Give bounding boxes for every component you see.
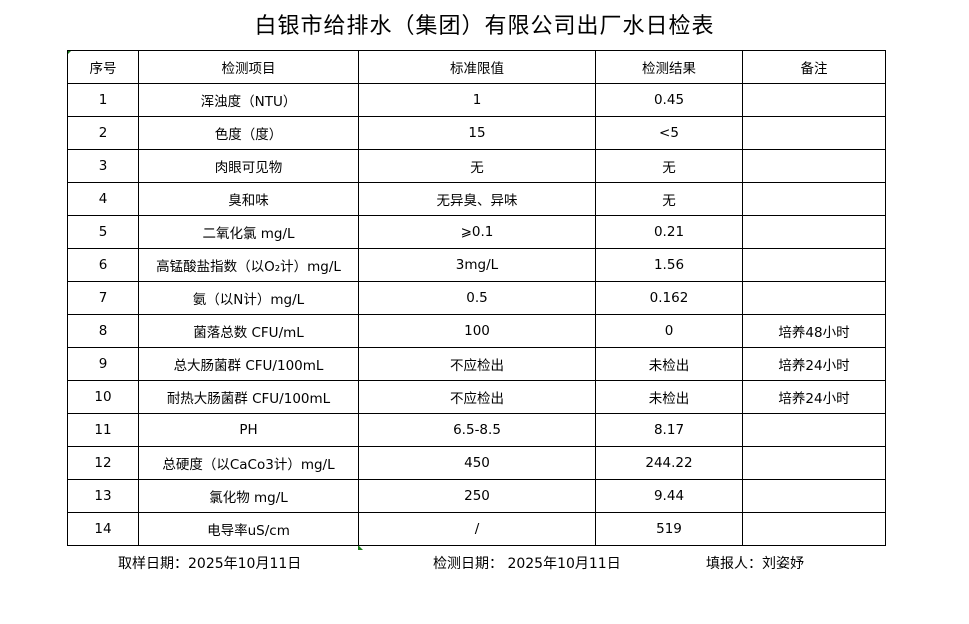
inspection-table: 序号 检测项目 标准限值 检测结果 备注 1 浑浊度（NTU） 1 0.45 2 色度（度… bbox=[67, 50, 886, 546]
table-cell[interactable]: 6 bbox=[67, 248, 139, 282]
header-cell[interactable]: 序号 bbox=[67, 50, 139, 84]
table-cell[interactable]: 0.45 bbox=[595, 83, 743, 117]
table-cell[interactable]: 培养24小时 bbox=[742, 347, 886, 381]
table-cell[interactable]: 不应检出 bbox=[358, 380, 596, 414]
table-cell[interactable]: 7 bbox=[67, 281, 139, 315]
table-cell[interactable]: 0.21 bbox=[595, 215, 743, 249]
table-row: 5 二氧化氯 mg/L ⩾0.1 0.21 bbox=[67, 215, 886, 249]
table-cell[interactable]: 0 bbox=[595, 314, 743, 348]
table-cell[interactable]: 5 bbox=[67, 215, 139, 249]
table-cell[interactable]: 244.22 bbox=[595, 446, 743, 480]
table-cell[interactable]: 0.162 bbox=[595, 281, 743, 315]
table-cell[interactable]: 培养24小时 bbox=[742, 380, 886, 414]
table-cell[interactable]: 未检出 bbox=[595, 380, 743, 414]
table-row: 1 浑浊度（NTU） 1 0.45 bbox=[67, 83, 886, 117]
table-cell[interactable]: 2 bbox=[67, 116, 139, 150]
table-cell[interactable]: 肉眼可见物 bbox=[138, 149, 359, 183]
table-cell[interactable]: 11 bbox=[67, 413, 139, 447]
reporter: 填报人：刘姿妤 bbox=[706, 556, 804, 572]
table-cell[interactable]: 4 bbox=[67, 182, 139, 216]
table-cell[interactable]: 1 bbox=[358, 83, 596, 117]
table-cell[interactable]: 250 bbox=[358, 479, 596, 513]
table-header-row: 序号 检测项目 标准限值 检测结果 备注 bbox=[67, 50, 886, 84]
table-cell[interactable]: 15 bbox=[358, 116, 596, 150]
header-cell[interactable]: 检测项目 bbox=[138, 50, 359, 84]
table-cell[interactable] bbox=[742, 512, 886, 546]
table-cell[interactable]: 培养48小时 bbox=[742, 314, 886, 348]
table-cell[interactable]: 未检出 bbox=[595, 347, 743, 381]
table-cell[interactable]: 9.44 bbox=[595, 479, 743, 513]
table-cell[interactable]: 9 bbox=[67, 347, 139, 381]
table-cell[interactable]: <5 bbox=[595, 116, 743, 150]
table-row: 6 高锰酸盐指数（以O₂计）mg/L 3mg/L 1.56 bbox=[67, 248, 886, 282]
table-cell[interactable]: 二氧化氯 mg/L bbox=[138, 215, 359, 249]
table-cell[interactable] bbox=[742, 149, 886, 183]
table-cell[interactable] bbox=[742, 182, 886, 216]
header-cell[interactable]: 备注 bbox=[742, 50, 886, 84]
table-cell[interactable]: ⩾0.1 bbox=[358, 215, 596, 249]
table-cell[interactable]: 8.17 bbox=[595, 413, 743, 447]
table-cell[interactable]: 519 bbox=[595, 512, 743, 546]
table-cell[interactable]: 总硬度（以CaCo3计）mg/L bbox=[138, 446, 359, 480]
table-cell[interactable]: 菌落总数 CFU/mL bbox=[138, 314, 359, 348]
table-cell[interactable]: 14 bbox=[67, 512, 139, 546]
table-cell[interactable]: 6.5-8.5 bbox=[358, 413, 596, 447]
table-cell[interactable]: 8 bbox=[67, 314, 139, 348]
table-row: 7 氨（以N计）mg/L 0.5 0.162 bbox=[67, 281, 886, 315]
table-cell[interactable]: 450 bbox=[358, 446, 596, 480]
table-cell[interactable]: 12 bbox=[67, 446, 139, 480]
table-cell[interactable]: 浑浊度（NTU） bbox=[138, 83, 359, 117]
table-cell[interactable]: 高锰酸盐指数（以O₂计）mg/L bbox=[138, 248, 359, 282]
table-row: 9 总大肠菌群 CFU/100mL 不应检出 未检出 培养24小时 bbox=[67, 347, 886, 381]
table-cell[interactable]: 3mg/L bbox=[358, 248, 596, 282]
table-row: 3 肉眼可见物无无 bbox=[67, 149, 886, 183]
table-cell[interactable]: 耐热大肠菌群 CFU/100mL bbox=[138, 380, 359, 414]
table-cell[interactable]: 电导率uS/cm bbox=[138, 512, 359, 546]
header-cell[interactable]: 检测结果 bbox=[595, 50, 743, 84]
table-cell[interactable]: 1.56 bbox=[595, 248, 743, 282]
table-cell[interactable]: / bbox=[358, 512, 596, 546]
table-cell[interactable]: 色度（度） bbox=[138, 116, 359, 150]
table-cell[interactable]: 0.5 bbox=[358, 281, 596, 315]
table-cell[interactable] bbox=[742, 281, 886, 315]
table-cell[interactable]: 无 bbox=[595, 182, 743, 216]
table-cell[interactable] bbox=[742, 248, 886, 282]
table-row: 14 电导率uS/cm/519 bbox=[67, 512, 886, 546]
table-row: 12 总硬度（以CaCo3计）mg/L 450 244.22 bbox=[67, 446, 886, 480]
table-cell[interactable]: 总大肠菌群 CFU/100mL bbox=[138, 347, 359, 381]
sample-date: 取样日期：2025年10月11日 bbox=[118, 556, 302, 572]
table-row: 2 色度（度） 15 <5 bbox=[67, 116, 886, 150]
table-cell[interactable]: 无 bbox=[358, 149, 596, 183]
table-cell[interactable] bbox=[742, 83, 886, 117]
table-cell[interactable]: 臭和味 bbox=[138, 182, 359, 216]
table-cell[interactable]: PH bbox=[138, 413, 359, 447]
table-cell[interactable]: 氯化物 mg/L bbox=[138, 479, 359, 513]
cell-marker-icon bbox=[358, 545, 363, 550]
table-cell[interactable]: 1 bbox=[67, 83, 139, 117]
test-date: 检测日期： 2025年10月11日 bbox=[433, 556, 621, 572]
table-row: 11 PH 6.5-8.5 8.17 bbox=[67, 413, 886, 447]
table-cell[interactable]: 10 bbox=[67, 380, 139, 414]
table-cell[interactable]: 氨（以N计）mg/L bbox=[138, 281, 359, 315]
table-cell[interactable] bbox=[742, 116, 886, 150]
table-cell[interactable] bbox=[742, 479, 886, 513]
table-cell[interactable] bbox=[742, 215, 886, 249]
table-cell[interactable] bbox=[742, 446, 886, 480]
table-row: 13 氯化物 mg/L 250 9.44 bbox=[67, 479, 886, 513]
table-cell[interactable]: 13 bbox=[67, 479, 139, 513]
table-cell[interactable]: 3 bbox=[67, 149, 139, 183]
table-cell[interactable]: 100 bbox=[358, 314, 596, 348]
table-cell[interactable]: 无异臭、异味 bbox=[358, 182, 596, 216]
table-cell[interactable]: 不应检出 bbox=[358, 347, 596, 381]
table-cell[interactable] bbox=[742, 413, 886, 447]
table-row: 4 臭和味 无异臭、异味无 bbox=[67, 182, 886, 216]
table-row: 8 菌落总数 CFU/mL 100 0 培养48小时 bbox=[67, 314, 886, 348]
header-cell[interactable]: 标准限值 bbox=[358, 50, 596, 84]
table-row: 10 耐热大肠菌群 CFU/100mL 不应检出 未检出 培养24小时 bbox=[67, 380, 886, 414]
table-cell[interactable]: 无 bbox=[595, 149, 743, 183]
page-title: 白银市给排水（集团）有限公司出厂水日检表 bbox=[254, 14, 715, 39]
